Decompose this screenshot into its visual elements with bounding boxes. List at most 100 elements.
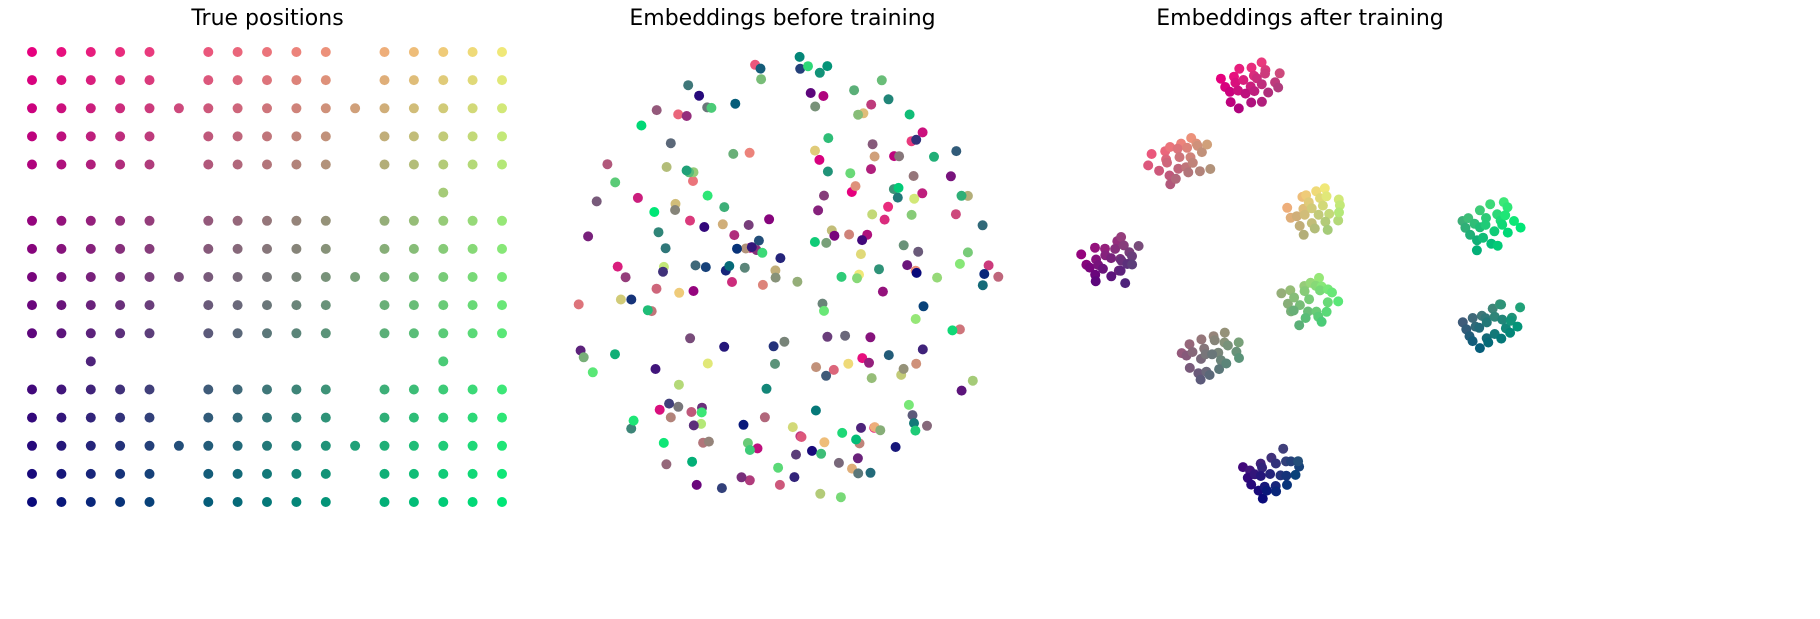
true-position-point xyxy=(379,103,390,114)
true-position-point xyxy=(408,468,419,479)
before-training-point xyxy=(954,258,965,269)
true-position-point xyxy=(27,243,37,254)
true-position-point xyxy=(144,243,155,254)
before-training-point xyxy=(770,358,780,369)
true-position-point xyxy=(438,300,449,311)
before-training-point xyxy=(665,412,676,423)
true-position-point xyxy=(320,159,331,170)
before-training-point xyxy=(752,443,763,454)
before-training-point xyxy=(951,146,962,157)
before-training-point xyxy=(642,305,653,316)
before-training-point xyxy=(855,249,866,260)
true-position-point xyxy=(497,497,507,507)
before-training-point xyxy=(821,370,832,381)
before-training-point xyxy=(681,165,692,176)
true-position-point xyxy=(115,497,126,507)
after-training-point xyxy=(1246,97,1257,108)
before-training-point xyxy=(929,151,939,162)
before-training-point xyxy=(909,193,920,204)
true-position-point xyxy=(379,159,390,170)
true-position-point xyxy=(115,440,126,451)
before-training-point xyxy=(906,209,917,220)
true-position-point xyxy=(27,131,37,142)
before-training-point xyxy=(702,358,713,369)
true-position-point xyxy=(115,131,126,142)
before-training-point xyxy=(815,488,826,499)
before-training-point xyxy=(796,432,807,442)
true-position-point xyxy=(467,159,478,170)
true-position-point xyxy=(203,272,214,282)
true-position-point xyxy=(379,440,390,451)
before-training-point xyxy=(910,425,921,436)
before-training-point xyxy=(717,219,728,230)
true-position-point xyxy=(438,243,449,254)
after-training-point xyxy=(1321,191,1332,202)
before-training-point xyxy=(700,262,711,273)
before-training-point xyxy=(716,483,727,494)
true-position-point xyxy=(379,215,390,226)
true-position-point xyxy=(173,103,184,114)
true-position-point xyxy=(85,440,96,451)
before-training-point xyxy=(917,188,928,199)
after-training-point xyxy=(1222,340,1233,351)
before-training-point xyxy=(610,349,620,360)
true-position-point xyxy=(438,412,449,423)
before-training-point xyxy=(890,442,901,452)
before-training-point xyxy=(739,262,750,273)
before-training-point xyxy=(757,247,768,258)
true-position-point xyxy=(379,131,390,142)
before-training-point xyxy=(865,332,876,343)
before-training-point xyxy=(849,85,860,96)
true-position-point xyxy=(320,300,331,311)
true-position-point xyxy=(232,497,243,507)
after-training-point xyxy=(1249,86,1260,97)
before-training-point xyxy=(632,192,643,203)
after-training-point xyxy=(1225,97,1236,108)
true-position-point xyxy=(144,131,155,142)
after-training-point xyxy=(1076,249,1087,260)
true-position-point xyxy=(27,47,37,57)
before-training-point xyxy=(732,243,742,254)
true-position-point xyxy=(291,497,302,507)
true-position-point xyxy=(232,47,243,57)
before-training-point xyxy=(851,434,862,445)
true-position-point xyxy=(497,215,507,226)
true-position-point xyxy=(203,328,214,339)
before-training-point xyxy=(879,214,890,225)
after-training-point xyxy=(1182,142,1193,153)
true-position-point xyxy=(144,328,155,339)
true-position-point xyxy=(379,412,390,423)
true-position-point xyxy=(27,159,37,170)
true-position-point xyxy=(232,412,243,423)
before-training-point xyxy=(660,243,671,254)
true-position-point xyxy=(467,272,478,282)
true-position-point xyxy=(320,243,331,254)
true-position-point xyxy=(56,272,67,282)
after-training-point xyxy=(1512,321,1523,332)
after-training-point xyxy=(1133,241,1144,251)
true-position-point xyxy=(115,75,126,86)
after-training-point xyxy=(1293,456,1304,467)
true-position-point xyxy=(291,468,302,479)
before-training-point xyxy=(819,305,829,316)
true-position-point xyxy=(56,75,67,86)
after-training-point xyxy=(1221,358,1232,369)
before-training-point xyxy=(977,220,988,231)
before-training-point xyxy=(658,437,669,448)
true-position-point xyxy=(144,440,155,451)
after-training-point xyxy=(1492,240,1503,251)
after-training-point xyxy=(1481,317,1492,328)
after-training-point xyxy=(1324,208,1335,219)
before-training-point xyxy=(688,286,699,296)
true-position-point xyxy=(262,468,272,479)
before-training-point xyxy=(956,385,967,396)
true-position-point xyxy=(291,243,302,254)
true-position-point xyxy=(115,272,126,282)
after-training-point xyxy=(1304,294,1315,305)
true-position-point xyxy=(408,47,419,57)
before-training-point xyxy=(615,294,626,305)
before-training-point xyxy=(913,246,924,257)
true-position-point xyxy=(438,384,449,395)
true-position-point xyxy=(291,103,302,114)
before-training-point xyxy=(770,265,781,276)
